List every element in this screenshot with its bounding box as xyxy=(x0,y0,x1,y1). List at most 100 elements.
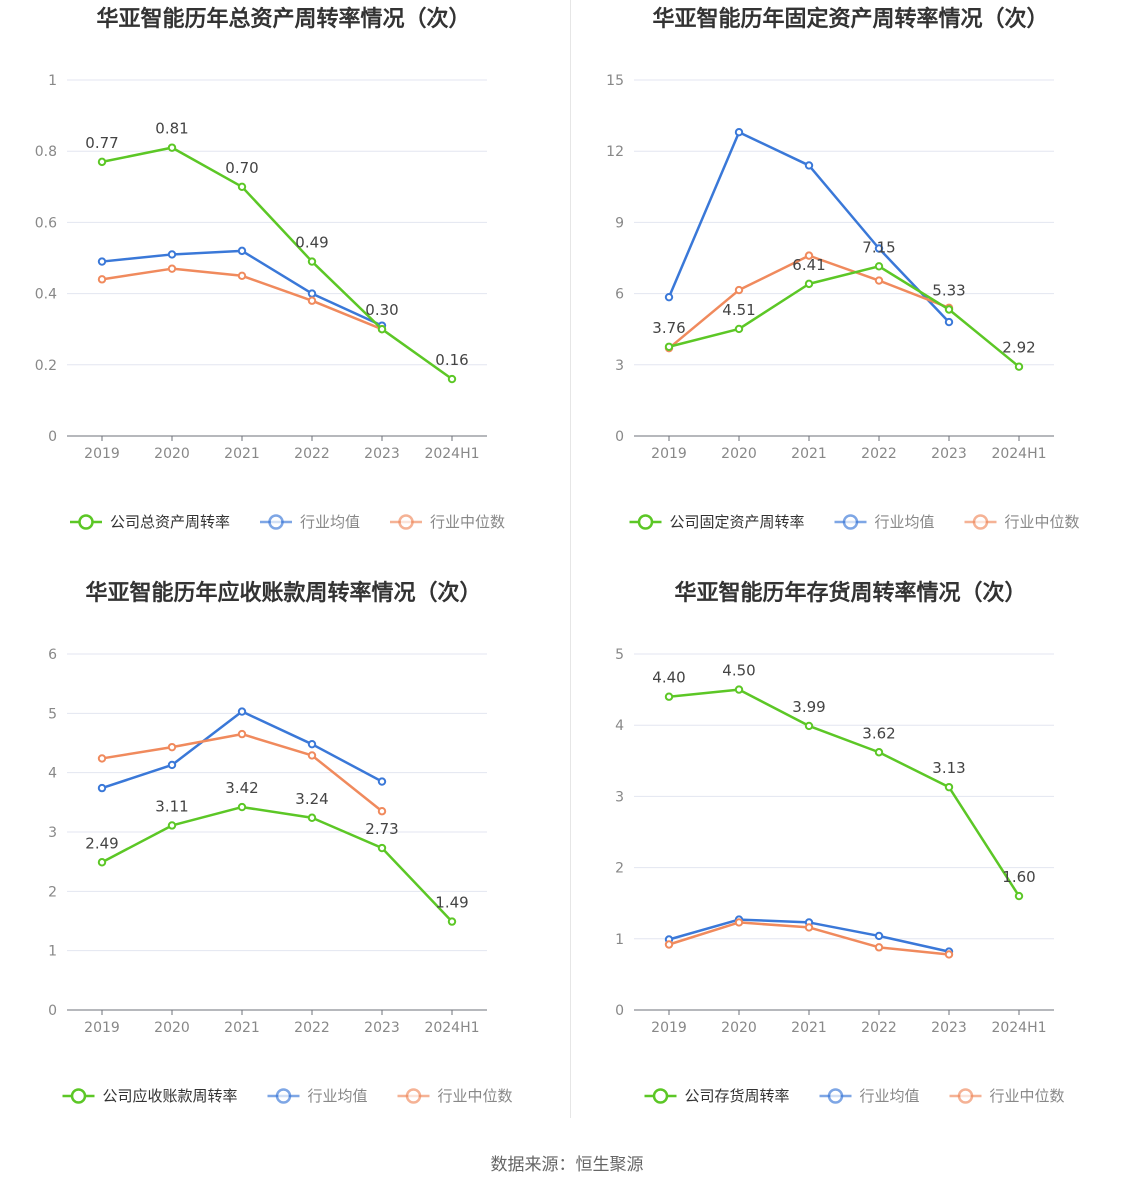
legend-item-industry-average[interactable]: 行业均值 xyxy=(267,1087,368,1105)
data-point-company[interactable] xyxy=(734,324,744,334)
data-point-company[interactable] xyxy=(447,374,457,384)
legend-item-industry-median[interactable]: 行业中位数 xyxy=(390,513,505,531)
data-point-industry-median[interactable] xyxy=(664,940,674,949)
data-point-industry-median[interactable] xyxy=(874,276,884,285)
y-tick-label: 1 xyxy=(48,73,57,89)
data-point-industry-average[interactable] xyxy=(377,777,387,786)
data-point-industry-average[interactable] xyxy=(664,292,674,302)
data-point-company[interactable] xyxy=(377,325,387,334)
series-line-company xyxy=(101,805,453,923)
data-point-company[interactable] xyxy=(237,802,247,812)
data-point-industry-average[interactable] xyxy=(307,739,317,749)
data-point-industry-median[interactable] xyxy=(944,950,954,959)
data-label: 4.51 xyxy=(722,301,755,319)
data-point-industry-average[interactable] xyxy=(734,128,744,137)
legend-item-industry-average[interactable]: 行业均值 xyxy=(834,513,935,531)
data-point-industry-median[interactable] xyxy=(874,943,884,952)
data-point-company[interactable] xyxy=(307,813,317,822)
legend-label: 公司应收账款周转率 xyxy=(103,1087,238,1105)
legend-marker xyxy=(637,514,654,530)
legend-item-industry-median[interactable]: 行业中位数 xyxy=(964,513,1080,531)
x-tick-label: 2022 xyxy=(861,446,897,462)
source-note: 数据来源：恒生聚源 xyxy=(490,1155,644,1175)
data-point-company[interactable] xyxy=(307,257,317,266)
data-point-industry-median[interactable] xyxy=(804,923,814,932)
chart-title: 华亚智能历年总资产周转率情况（次） xyxy=(96,6,470,32)
y-tick-label: 0 xyxy=(48,1003,57,1019)
data-point-industry-median[interactable] xyxy=(97,275,107,284)
data-point-industry-median[interactable] xyxy=(237,271,247,280)
y-tick-label: 15 xyxy=(606,73,624,89)
data-point-industry-median[interactable] xyxy=(307,296,317,305)
legend-item-company[interactable]: 公司存货周转率 xyxy=(644,1087,790,1105)
data-point-industry-average[interactable] xyxy=(944,317,954,327)
data-point-industry-median[interactable] xyxy=(377,807,387,816)
legend-item-industry-median[interactable]: 行业中位数 xyxy=(949,1087,1065,1105)
data-point-company[interactable] xyxy=(97,858,107,867)
data-point-company[interactable] xyxy=(734,685,744,694)
x-tick-label: 2021 xyxy=(224,1020,260,1036)
data-point-company[interactable] xyxy=(167,143,177,152)
legend-item-industry-average[interactable]: 行业均值 xyxy=(260,513,360,531)
data-point-industry-average[interactable] xyxy=(97,783,107,793)
data-point-company[interactable] xyxy=(804,721,814,731)
legend-item-company[interactable]: 公司应收账款周转率 xyxy=(62,1087,238,1105)
data-point-company[interactable] xyxy=(237,182,247,192)
data-label: 5.33 xyxy=(932,282,965,300)
x-tick-label: 2024H1 xyxy=(424,446,479,462)
data-point-company[interactable] xyxy=(874,262,884,271)
data-point-company[interactable] xyxy=(874,748,884,757)
legend-label: 行业均值 xyxy=(875,513,935,531)
legend-label: 公司存货周转率 xyxy=(685,1087,790,1105)
data-point-company[interactable] xyxy=(447,917,457,926)
data-point-industry-average[interactable] xyxy=(237,707,247,716)
data-point-company[interactable] xyxy=(804,279,814,289)
data-point-industry-median[interactable] xyxy=(307,751,317,760)
data-point-industry-average[interactable] xyxy=(97,257,107,266)
data-label: 0.16 xyxy=(435,351,468,369)
legend-marker xyxy=(842,514,859,530)
chart-svg: 华亚智能历年应收账款周转率情况（次） 0 1 2 3 4 5 6 2019 2020 2021 202… xyxy=(48,580,513,1105)
data-label: 3.24 xyxy=(295,790,328,808)
data-label: 0.30 xyxy=(365,301,398,319)
legend-item-industry-average[interactable]: 行业均值 xyxy=(819,1087,920,1105)
data-point-industry-median[interactable] xyxy=(804,251,814,260)
data-label: 0.77 xyxy=(85,134,118,152)
x-tick-label: 2021 xyxy=(224,446,260,462)
data-point-industry-median[interactable] xyxy=(237,729,247,739)
data-point-company[interactable] xyxy=(1014,891,1024,901)
data-point-industry-median[interactable] xyxy=(97,754,107,763)
y-tick-label: 0 xyxy=(615,1003,624,1019)
data-point-industry-average[interactable] xyxy=(804,161,814,170)
data-point-company[interactable] xyxy=(944,782,954,792)
legend-item-industry-median[interactable]: 行业中位数 xyxy=(397,1087,513,1105)
data-point-industry-median[interactable] xyxy=(167,742,177,752)
data-point-company[interactable] xyxy=(664,692,674,701)
chart-receivables-turnover: 华亚智能历年应收账款周转率情况（次） 0 1 2 3 4 5 6 2019 2020 2021 202… xyxy=(0,574,567,1148)
data-point-industry-average[interactable] xyxy=(874,244,884,253)
data-point-industry-median[interactable] xyxy=(167,264,177,273)
data-point-industry-average[interactable] xyxy=(874,931,884,941)
data-point-company[interactable] xyxy=(377,843,387,853)
x-tick-label: 2022 xyxy=(861,1020,897,1036)
data-point-company[interactable] xyxy=(664,342,674,351)
legend-marker xyxy=(405,1088,422,1104)
y-tick-label: 0 xyxy=(615,429,624,445)
data-point-company[interactable] xyxy=(944,305,954,314)
legend-item-company[interactable]: 公司固定资产周转率 xyxy=(629,513,805,531)
data-point-industry-median[interactable] xyxy=(734,918,744,927)
data-point-industry-median[interactable] xyxy=(734,285,744,295)
data-label: 3.11 xyxy=(155,797,188,815)
series-line-company xyxy=(101,146,453,381)
data-point-industry-average[interactable] xyxy=(167,250,177,259)
data-label: 3.13 xyxy=(932,759,965,777)
legend-item-company[interactable]: 公司总资产周转率 xyxy=(70,513,230,531)
data-point-company[interactable] xyxy=(1014,362,1024,371)
data-point-company[interactable] xyxy=(97,157,107,167)
x-tick-label: 2024H1 xyxy=(991,446,1046,462)
data-point-company[interactable] xyxy=(167,821,177,830)
legend-label: 行业均值 xyxy=(300,513,360,531)
data-point-industry-average[interactable] xyxy=(307,289,317,298)
data-point-industry-average[interactable] xyxy=(237,246,247,256)
data-point-industry-average[interactable] xyxy=(167,760,177,770)
